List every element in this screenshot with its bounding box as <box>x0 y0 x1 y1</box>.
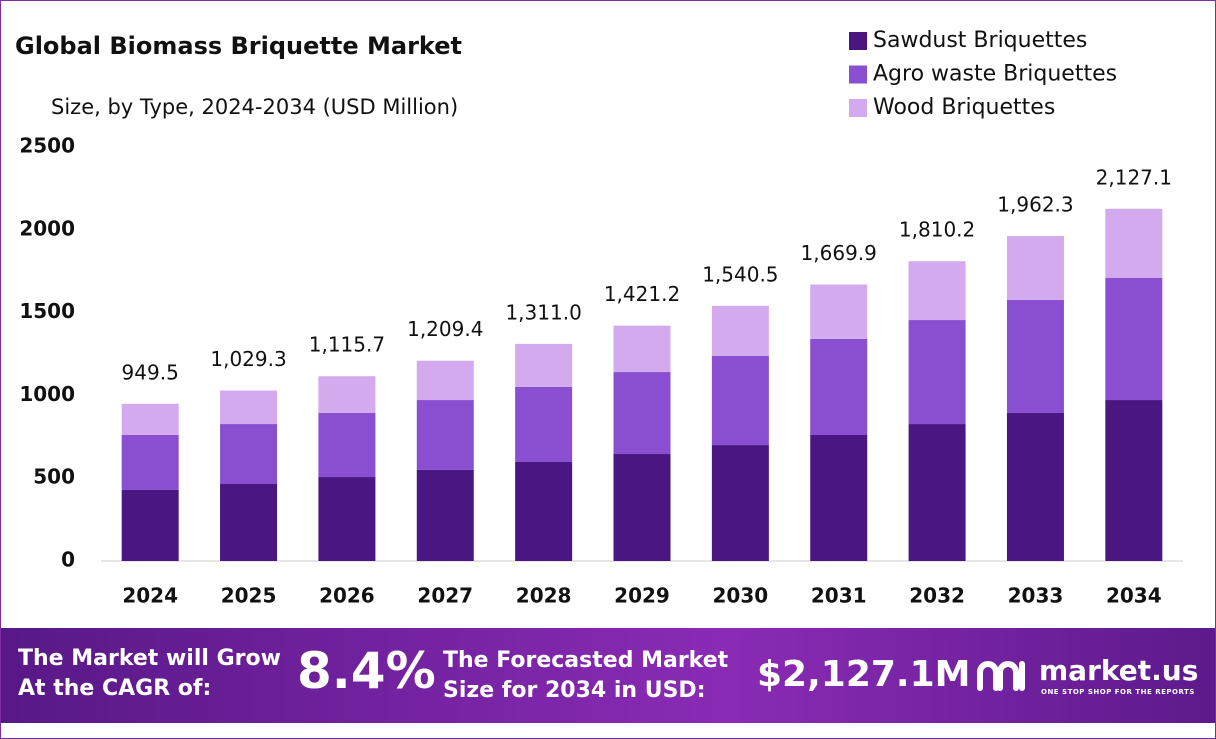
bar-segment <box>121 434 179 490</box>
bar-segment <box>318 477 376 561</box>
total-label: 1,209.4 <box>407 317 483 341</box>
bar-segment <box>121 489 179 561</box>
total-label: 2,127.1 <box>1096 165 1172 189</box>
bar-segment <box>613 325 671 373</box>
x-tick-label: 2026 <box>319 584 375 608</box>
legend-label: Sawdust Briquettes <box>873 28 1087 53</box>
x-tick-label: 2034 <box>1106 584 1162 608</box>
x-tick-label: 2027 <box>417 584 473 608</box>
bar-segment <box>220 390 278 425</box>
total-label: 949.5 <box>122 360 179 384</box>
x-tick-label: 2024 <box>122 584 178 608</box>
x-tick-label: 2032 <box>909 584 965 608</box>
bar-segment <box>121 403 179 435</box>
x-tick-label: 2033 <box>1008 584 1064 608</box>
x-tick-label: 2029 <box>614 584 670 608</box>
bar-segment <box>1006 236 1064 301</box>
bar-segment <box>711 445 769 561</box>
bar-segment <box>908 320 966 425</box>
bar-segment <box>220 483 278 561</box>
bar-segment <box>220 424 278 484</box>
legend-label: Wood Briquettes <box>873 95 1055 120</box>
bar-segment <box>416 400 474 470</box>
bar-segment <box>416 469 474 561</box>
bar-segment <box>711 355 769 446</box>
bar-segment <box>515 343 573 387</box>
y-tick-label: 1000 <box>19 382 75 406</box>
total-label: 1,669.9 <box>801 241 877 265</box>
forecast-text: Size for 2034 in USD: <box>443 678 706 703</box>
total-label: 1,962.3 <box>997 193 1073 217</box>
x-tick-label: 2031 <box>811 584 867 608</box>
bar-segment <box>515 461 573 561</box>
y-tick-label: 500 <box>33 465 75 489</box>
forecast-text: The Forecasted Market <box>443 648 729 673</box>
x-tick-label: 2025 <box>221 584 277 608</box>
bar-segment <box>711 305 769 356</box>
total-label: 1,540.5 <box>702 262 778 286</box>
cagr-text: The Market will Grow <box>18 646 281 671</box>
x-tick-label: 2028 <box>516 584 572 608</box>
chart-title: Global Biomass Briquette Market <box>15 32 462 60</box>
total-label: 1,810.2 <box>899 218 975 242</box>
chart-subtitle: Size, by Type, 2024-2034 (USD Million) <box>51 95 458 119</box>
bar-segment <box>318 412 376 478</box>
bar-segment <box>1105 208 1163 278</box>
brand: market.us <box>1039 654 1199 687</box>
logo-icon <box>977 661 1025 691</box>
bar-segment <box>416 360 474 401</box>
bar-segment <box>810 284 868 339</box>
chart: Global Biomass Briquette Market Size, by… <box>15 28 1183 608</box>
total-label: 1,115.7 <box>309 333 385 357</box>
total-label: 1,421.2 <box>604 282 680 306</box>
y-tick-label: 2500 <box>19 134 75 158</box>
legend-swatch <box>849 65 867 84</box>
total-label: 1,311.0 <box>505 300 581 324</box>
bar-segment <box>908 424 966 561</box>
bar-segment <box>1006 412 1064 561</box>
bar-segment <box>613 372 671 455</box>
x-tick-label: 2030 <box>713 584 769 608</box>
cagr-text: At the CAGR of: <box>18 676 212 701</box>
tagline: ONE STOP SHOP FOR THE REPORTS <box>1041 688 1195 696</box>
bar-segment <box>1105 277 1163 401</box>
y-tick-label: 1500 <box>19 299 75 323</box>
legend-label: Agro waste Briquettes <box>873 62 1117 87</box>
forecast-value: $2,127.1M <box>757 654 971 695</box>
bar-segment <box>613 454 671 561</box>
y-tick-label: 2000 <box>19 216 75 240</box>
total-label: 1,029.3 <box>210 347 286 371</box>
bar-segment <box>318 376 376 413</box>
legend-swatch <box>849 99 867 117</box>
bar-segment <box>1006 300 1064 413</box>
bar-segment <box>515 386 573 462</box>
footer: The Market will Grow At the CAGR of: 8.4… <box>1 628 1215 723</box>
bar-segment <box>810 338 868 435</box>
legend-swatch <box>849 32 867 50</box>
bar-segment <box>908 261 966 321</box>
bar-segment <box>810 434 868 561</box>
y-tick-label: 0 <box>61 548 75 572</box>
cagr-value: 8.4% <box>297 642 436 700</box>
bar-segment <box>1105 400 1163 561</box>
